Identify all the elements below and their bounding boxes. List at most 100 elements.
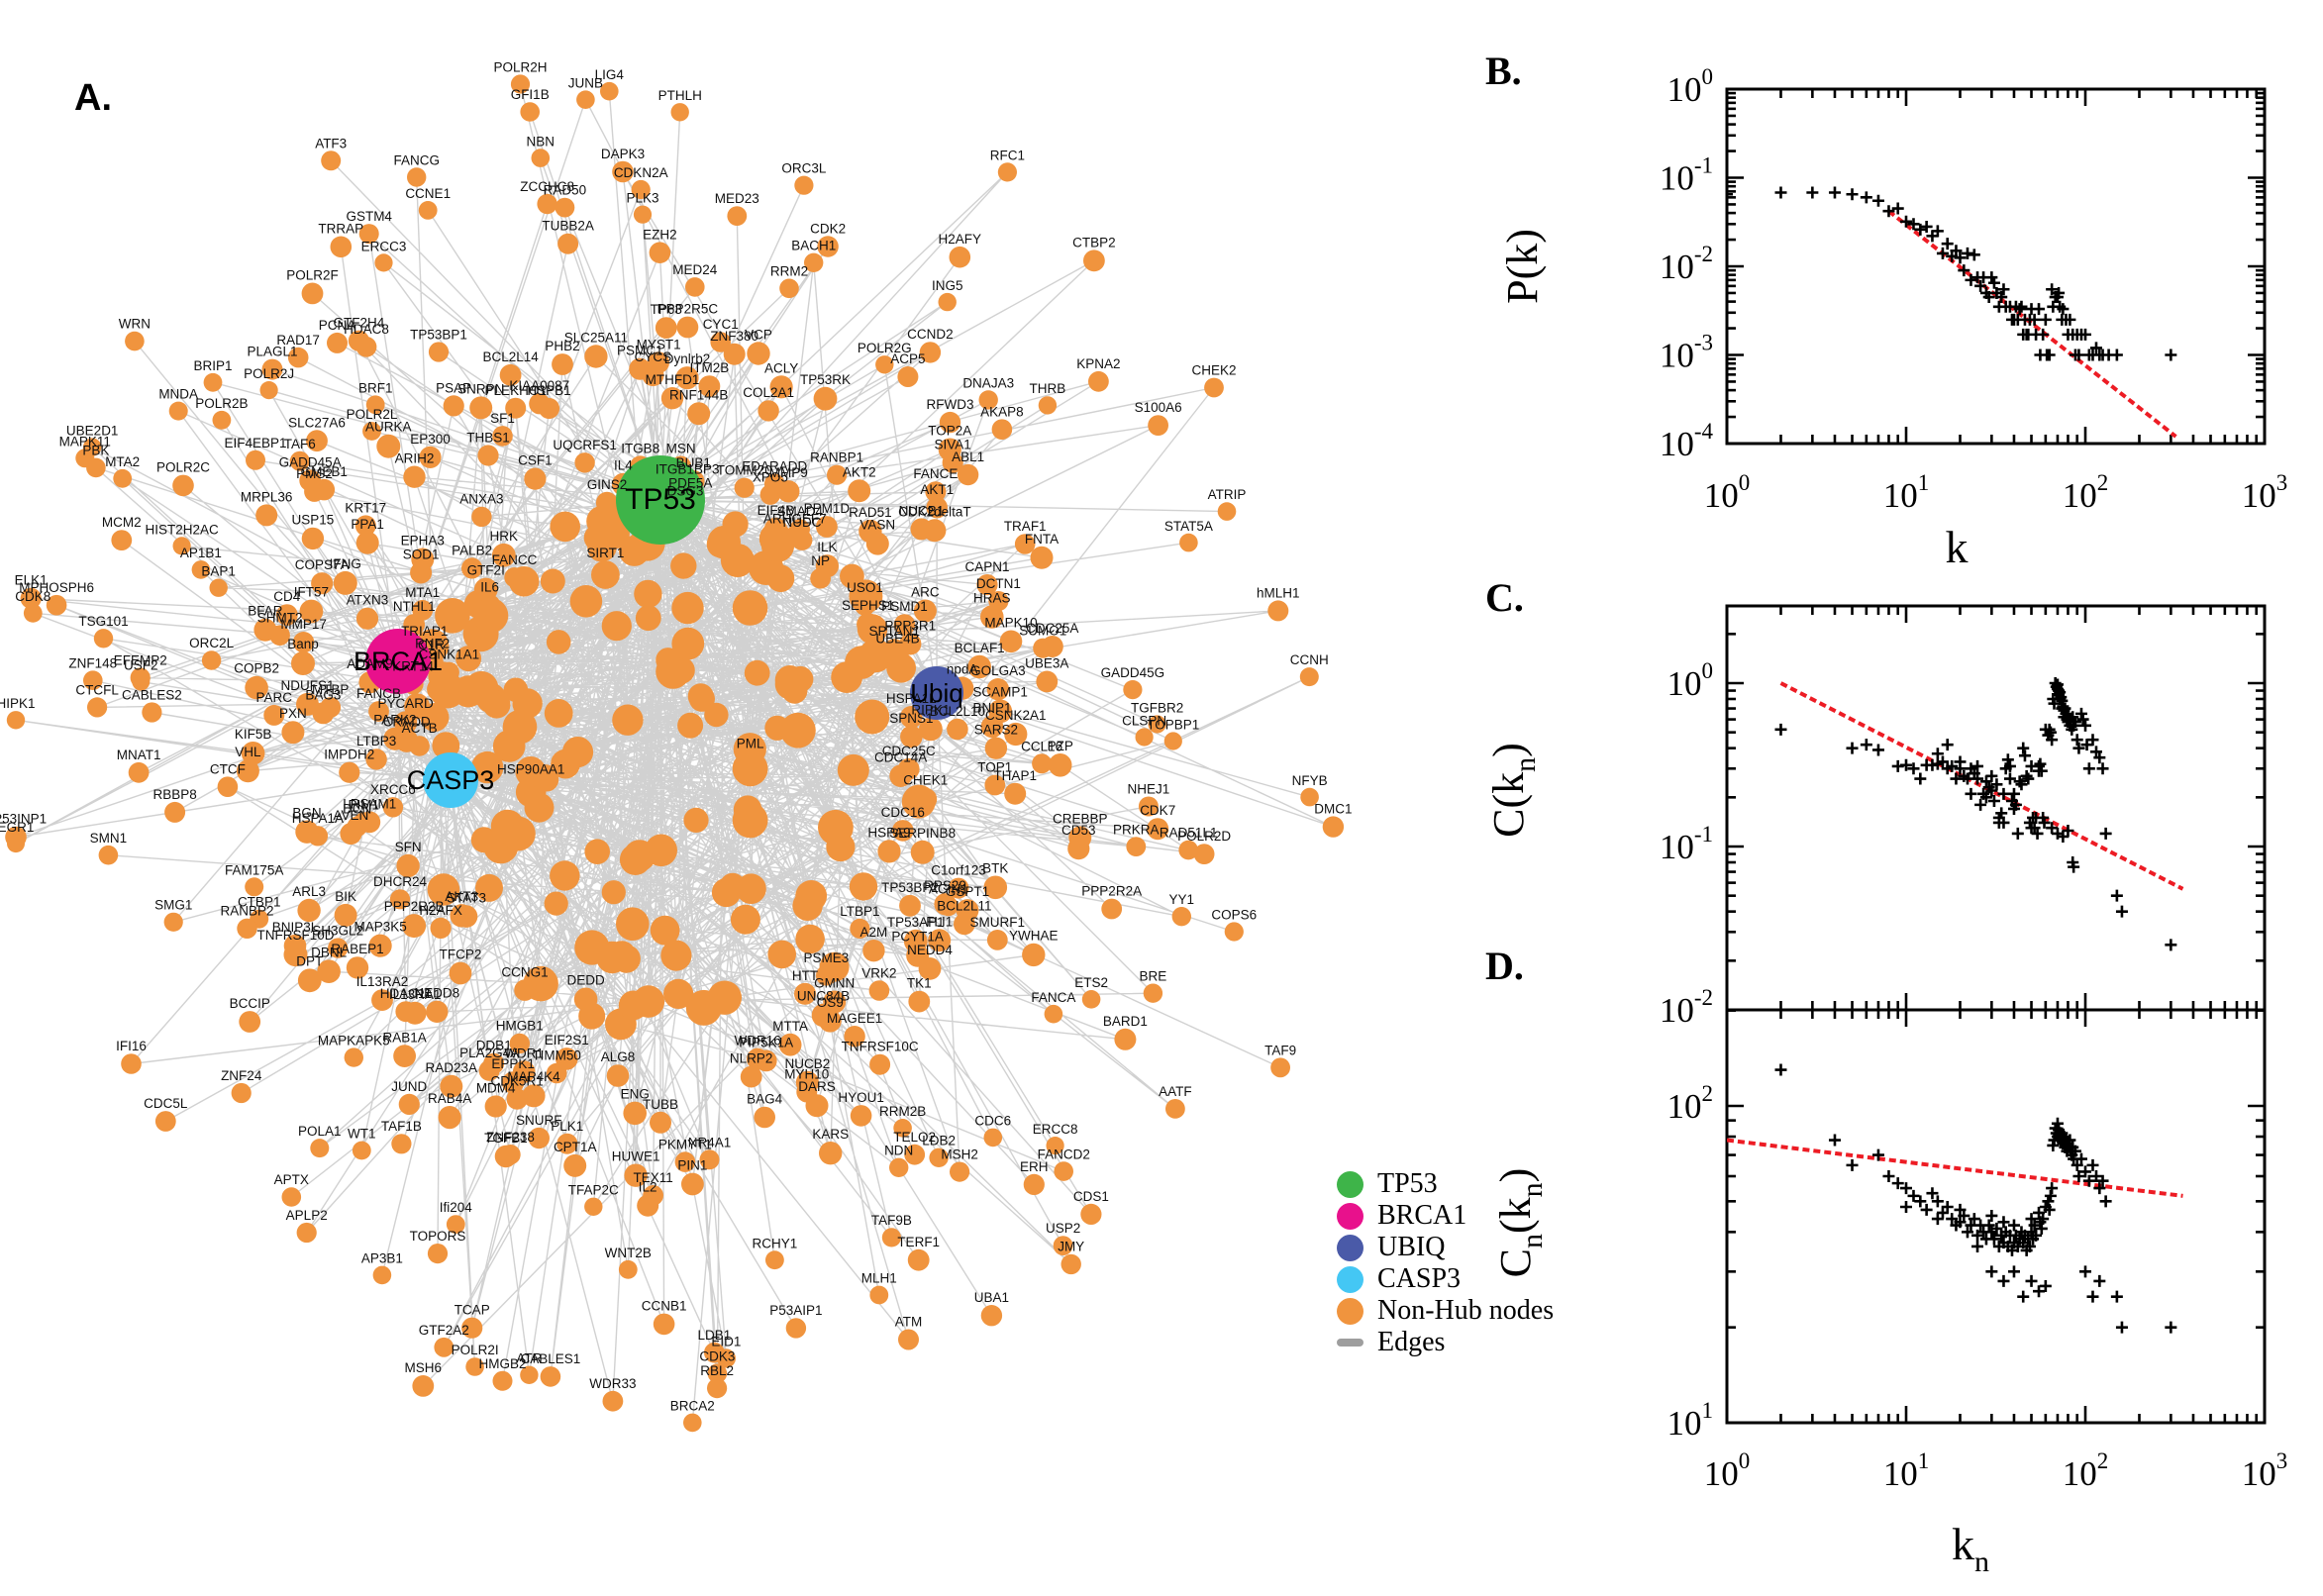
- network-node-label: KARS: [812, 1127, 849, 1142]
- network-node-label: THRB: [1030, 381, 1066, 396]
- network-node: [747, 1047, 769, 1070]
- network-node: [398, 1093, 420, 1115]
- network-node: [93, 629, 114, 648]
- network-node: [877, 840, 901, 863]
- network-node-label: NDUFS1: [280, 678, 334, 693]
- network-node: [438, 1106, 461, 1130]
- panel-b-label: B.: [1485, 49, 1522, 93]
- network-node: [698, 375, 721, 397]
- network-node: [1267, 600, 1289, 622]
- network-node-label: KRT14: [392, 659, 434, 674]
- network-node: [733, 733, 766, 766]
- network-node-label: NHEJ1: [1128, 782, 1170, 797]
- network-node: [524, 792, 555, 823]
- network-node-label: H2AFX: [419, 903, 462, 918]
- network-node-label: DPT: [296, 953, 323, 968]
- network-node-label: PLAGL1: [247, 345, 297, 359]
- network-node-label: RANBP1: [810, 450, 863, 465]
- network-node-label: FANCE: [913, 466, 958, 481]
- network-node: [471, 506, 492, 528]
- network-node-label: CHEK2: [1191, 363, 1236, 378]
- network-node: [815, 554, 840, 578]
- legend-item-ubiq: UBIQ: [1337, 1232, 1554, 1263]
- network-node: [239, 1011, 261, 1033]
- network-node-label: DCN: [343, 802, 371, 817]
- network-node: [1148, 715, 1166, 734]
- network-node: [469, 396, 493, 420]
- network-node: [850, 918, 870, 940]
- network-node-label: MYST1: [637, 337, 681, 351]
- network-node-label: CTBP1: [238, 895, 281, 910]
- network-node-label: LDB1: [698, 1328, 732, 1343]
- network-node-label: CCNG1: [501, 964, 548, 979]
- network-node-label: SH3GL2: [312, 923, 363, 938]
- network-node: [443, 395, 464, 417]
- network-node: [976, 574, 998, 596]
- network-node: [727, 206, 748, 227]
- network-node: [505, 397, 527, 419]
- network-node: [533, 764, 558, 789]
- network-node-label: DNAJA3: [962, 375, 1014, 390]
- network-node: [997, 162, 1017, 182]
- network-node-label: BRCA2: [670, 1399, 715, 1414]
- network-node-label: GINS2: [587, 477, 628, 492]
- network-node: [241, 742, 265, 765]
- network-node: [410, 561, 433, 584]
- network-node: [463, 670, 499, 706]
- network-node-label: KIF5B: [235, 727, 272, 742]
- network-node-label: RAD17: [276, 333, 320, 348]
- network-node: [371, 989, 393, 1011]
- network-node-label: BARD1: [1103, 1014, 1148, 1029]
- network-node: [706, 531, 734, 558]
- network-node-label: ATXN3: [347, 593, 389, 608]
- network-node: [655, 317, 677, 339]
- network-node-label: MAP4K4: [507, 1069, 560, 1084]
- network-node: [1114, 1028, 1137, 1050]
- network-node-label: UQCRFS1: [553, 438, 617, 452]
- tick-label: 101: [1883, 470, 1930, 515]
- network-node-label: APTX: [274, 1172, 309, 1187]
- y-axis-title: C(kn): [1484, 743, 1542, 838]
- network-node-label: PTHLH: [658, 88, 702, 103]
- network-node: [121, 1053, 142, 1074]
- panel-d-label: D.: [1485, 944, 1524, 988]
- network-node: [849, 872, 878, 901]
- network-node-label: P53AIP1: [769, 1303, 822, 1318]
- network-node: [677, 712, 704, 739]
- network-node: [311, 572, 334, 595]
- network-node: [897, 757, 920, 780]
- network-node: [845, 646, 878, 679]
- network-node: [584, 1197, 603, 1217]
- network-node: [438, 661, 459, 683]
- network-node-label: SIRT1: [586, 546, 624, 560]
- network-node-label: HRAS: [973, 590, 1011, 605]
- network-node-label: EGR1: [0, 820, 34, 835]
- network-node-label: TP53AP1: [887, 915, 945, 930]
- panel-b-plot: 100 10-1 10-2 10-3 10-4 100 101 102 103 k P(k): [1498, 64, 2287, 572]
- network-node: [685, 277, 705, 297]
- network-node: [125, 331, 145, 351]
- network-node-label: MTHFD1: [646, 372, 700, 387]
- network-node-label: TFAP2C: [568, 1183, 619, 1198]
- network-node-label: UBA1: [974, 1290, 1009, 1305]
- network-node-label: ENG: [621, 1087, 650, 1102]
- network-node-label: DARS: [798, 1079, 836, 1094]
- network-node: [556, 1133, 578, 1154]
- network-node: [446, 1215, 465, 1234]
- legend-item-casp3: CASP3: [1337, 1263, 1554, 1295]
- network-node: [1014, 534, 1036, 554]
- legend: TP53 BRCA1 UBIQ CASP3 Non-Hub nodes Edge…: [1337, 1168, 1554, 1358]
- network-node-label: DDB1: [476, 1039, 512, 1053]
- network-node: [707, 1363, 728, 1383]
- network-node-label: RCHY1: [753, 1236, 798, 1250]
- network-node: [631, 179, 651, 200]
- network-node: [900, 725, 923, 748]
- network-node: [407, 167, 427, 187]
- network-node: [435, 598, 470, 634]
- network-node-label: WDR16: [734, 1034, 780, 1048]
- network-node-label: TAF9: [1264, 1043, 1296, 1057]
- network-node: [344, 1047, 363, 1067]
- network-node: [869, 1285, 889, 1305]
- network-node-label: CDK7: [1140, 803, 1175, 818]
